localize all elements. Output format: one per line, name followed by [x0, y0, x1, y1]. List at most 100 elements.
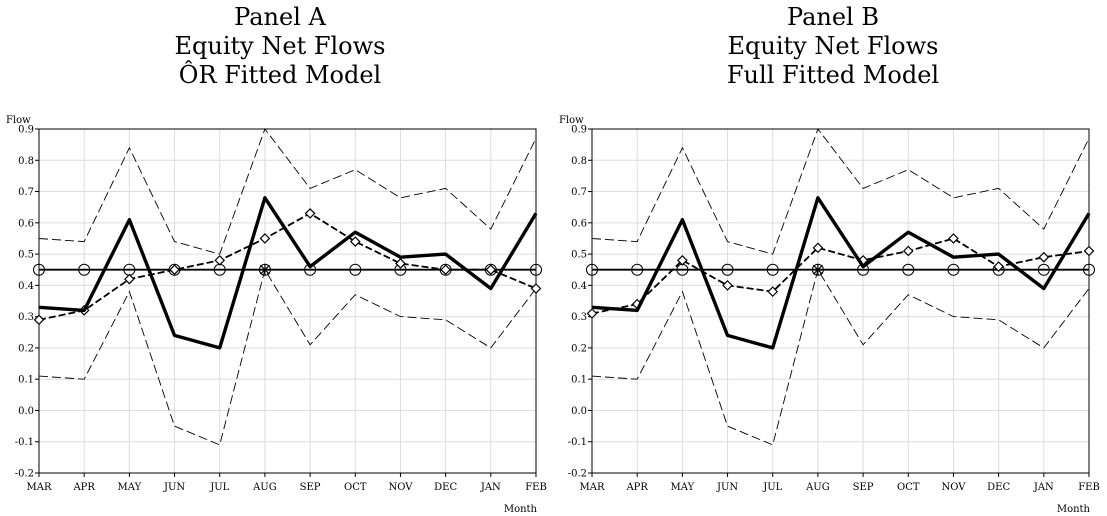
panel-b-diamond-marker — [767, 286, 779, 297]
panel-b-xtick-label: APR — [625, 482, 648, 493]
panel-b-ytick-label: 0.7 — [571, 187, 587, 198]
panel-a-circle-marker — [349, 263, 362, 276]
panel-a-title-line-3: ÔR Fitted Model — [178, 61, 382, 89]
panel-b-ytick-label: 0.4 — [571, 281, 587, 292]
panel-b-series-dashed-thin-upper — [591, 128, 1090, 255]
panel-a-series-dashed-diamond — [38, 212, 537, 321]
panel-b-xtick-label: JUN — [716, 482, 738, 493]
panel-a-ytick-label: -0.2 — [15, 469, 34, 480]
panel-b-diamond-marker — [993, 261, 1004, 272]
panel-b-title-line-2: Equity Net Flows — [727, 32, 939, 60]
panel-a: Panel A Equity Net Flows ÔR Fitted Model… — [0, 0, 553, 516]
panel-b-xtick-label: OCT — [897, 482, 920, 493]
panel-a-xtick-label: FEB — [525, 482, 547, 493]
panel-b-xtick-label: JUL — [762, 482, 782, 493]
panel-a-xtick-label: OCT — [344, 482, 367, 493]
panel-a-ytick-label: 0.8 — [18, 156, 34, 167]
panel-a-xtick-label: JUN — [163, 482, 185, 493]
panel-b-ytick-label: 0.5 — [571, 250, 587, 261]
panel-b-circle-marker — [947, 263, 960, 276]
panel-b-circle-marker — [721, 263, 734, 276]
panel-a-diamond-marker — [169, 264, 180, 276]
panel-b-ytick-label: -0.2 — [568, 469, 587, 480]
panel-b-diamond-marker — [1083, 245, 1095, 257]
panel-b-circle-marker — [1083, 263, 1095, 276]
panel-a-ytick-label: 0.4 — [18, 281, 34, 292]
panel-a-circle-marker — [530, 263, 542, 276]
panel-b-ytick-label: 0.1 — [571, 375, 587, 386]
panel-b-circle-marker — [631, 263, 644, 276]
panel-a-title-line-2: Equity Net Flows — [174, 32, 386, 60]
panel-b-circle-marker — [586, 263, 598, 276]
panel-b-ytick-label: 0.3 — [571, 312, 587, 323]
panel-b-xtick-label: MAY — [671, 482, 695, 493]
panel-a-chart: -0.2 -0.1 0.0 0.1 0.2 0.3 0.4 0.5 0.6 0.7 0.8 0.9 MA… — [6, 115, 547, 515]
panel-a-ytick-label: 0.6 — [18, 218, 34, 229]
panel-b-chart: -0.2 -0.1 0.0 0.1 0.2 0.3 0.4 0.5 0.6 0.7 0.8 0.9 MA… — [559, 115, 1100, 515]
panel-a-circle-marker — [168, 263, 181, 276]
panel-a-xtick-label: JAN — [480, 482, 501, 493]
panel-b-series-dashed-thin-lower — [591, 268, 1090, 446]
panel-b-y-axis-label: Flow — [559, 115, 584, 126]
panel-b-diamond-marker — [812, 242, 824, 254]
panel-a-gridlines — [38, 128, 537, 474]
panel-a-xtick-label: MAY — [118, 482, 142, 493]
panel-a-x-axis-label: Month — [504, 504, 538, 515]
panel-a-ytick-label: -0.1 — [15, 437, 34, 448]
panel-b-ytick-label: 0.9 — [571, 125, 587, 136]
panel-b-series-solid-thick — [591, 196, 1091, 350]
panel-a-xtick-label: APR — [72, 482, 95, 493]
panel-b-diamond-marker — [1038, 251, 1050, 263]
panel-a-ytick-label: 0.7 — [18, 187, 34, 198]
panel-b-circle-marker — [902, 263, 915, 276]
panel-a-ytick-label: 0.5 — [18, 250, 34, 261]
panel-a-diamond-marker — [440, 264, 451, 276]
panel-a-xtick-label: DEC — [434, 482, 457, 493]
panel-a-xtick-label: SEP — [300, 482, 321, 493]
panel-a-diamond-marker — [124, 273, 135, 285]
panel-a-ytick-label: 0.3 — [18, 312, 34, 323]
panel-a-series-solid-thick — [38, 196, 538, 350]
panel-a-diamond-marker — [304, 208, 316, 219]
panel-b-series-dashed-diamond — [591, 237, 1090, 315]
panel-b-ytick-label: 0.2 — [571, 343, 587, 354]
panel-b-xtick-label: NOV — [941, 482, 966, 493]
panel-a-diamond-marker — [259, 233, 271, 244]
panel-a-ytick-label: 0.1 — [18, 375, 34, 386]
panel-b-circle-marker — [1037, 263, 1050, 276]
panel-a-series-dashed-thin-upper — [38, 128, 537, 255]
panel-b-diamond-marker — [586, 308, 598, 319]
panel-b-ytick-label: 0.8 — [571, 156, 587, 167]
panel-a-diamond-marker — [530, 283, 542, 294]
panel-a-diamond-marker — [349, 236, 361, 247]
panel-a-diamond-marker — [485, 264, 497, 276]
panel-a-star-stroke — [259, 264, 270, 275]
panel-b-title-line-3: Full Fitted Model — [726, 61, 940, 89]
panel-b-star-marker — [811, 263, 824, 276]
panel-a-plot-frame — [38, 128, 537, 474]
panel-a-circle-marker — [33, 263, 45, 276]
panel-b-xtick-label: MAR — [580, 482, 605, 493]
panel-a-xtick-label: JUL — [209, 482, 229, 493]
panel-a-ytick-label: 0.9 — [18, 125, 34, 136]
panel-a-title-line-1: Panel A — [234, 3, 326, 31]
panel-b-gridlines — [591, 128, 1090, 474]
panel-b-star-stroke — [812, 264, 823, 275]
panel-a-series-dashed-thin-lower — [38, 268, 537, 446]
panel-b-xtick-label: SEP — [853, 482, 874, 493]
panel-a-xtick-label: MAR — [27, 482, 52, 493]
panel-b-diamond-marker — [722, 280, 733, 291]
panel-a-diamond-marker — [214, 254, 226, 266]
panel-b-diamond-marker — [902, 245, 914, 257]
panel-b-ytick-label: 0.6 — [571, 218, 587, 229]
panel-a-circle-marker — [78, 263, 91, 276]
panel-b-title-line-1: Panel B — [787, 3, 879, 31]
panel-a-y-axis-label: Flow — [6, 115, 31, 126]
panel-a-diamond-marker — [395, 258, 406, 269]
panel-b-diamond-marker — [948, 233, 959, 244]
panel-a-ytick-label: 0.0 — [18, 406, 34, 417]
panel-a-star-marker — [258, 263, 271, 276]
panel-a-ytick-label: 0.2 — [18, 343, 34, 354]
panel-a-xtick-label: AUG — [252, 482, 277, 493]
panel-b-circle-marker — [766, 263, 779, 276]
